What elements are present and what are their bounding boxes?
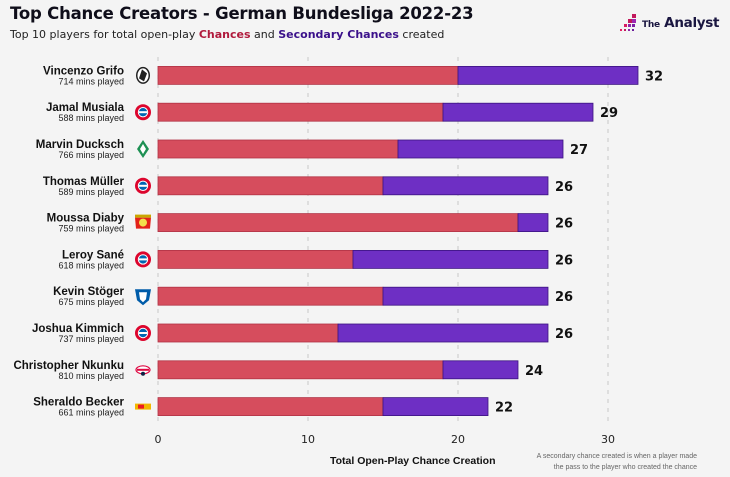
player-minutes: 661 mins played xyxy=(58,408,124,418)
bar-total-label: 27 xyxy=(570,143,588,158)
bar-chances xyxy=(157,102,444,122)
bar-secondary-chances xyxy=(517,213,549,233)
leverkusen-crest-icon xyxy=(135,214,151,229)
player-name: Sheraldo Becker xyxy=(33,397,124,409)
footnote-line-1: A secondary chance created is when a pla… xyxy=(536,453,697,460)
bar-chances xyxy=(157,397,384,417)
bayern-crest-icon xyxy=(135,104,151,121)
bremen-crest-icon xyxy=(137,140,149,158)
player-name: Moussa Diaby xyxy=(47,213,125,225)
brand-logo: The Analyst xyxy=(620,14,719,32)
bar-secondary-chances xyxy=(352,249,549,269)
bar-secondary-chances xyxy=(382,397,489,417)
player-name: Christopher Nkunku xyxy=(13,360,124,372)
bayern-crest-icon xyxy=(135,325,151,341)
bar-chances xyxy=(157,323,339,343)
chart-title: Top Chance Creators - German Bundesliga … xyxy=(10,4,474,23)
player-name: Joshua Kimmich xyxy=(32,323,124,335)
player-name: Leroy Sané xyxy=(62,249,124,261)
player-minutes: 589 mins played xyxy=(58,187,124,197)
footnote-line-2: the pass to the player who created the c… xyxy=(553,464,697,471)
bar-total-label: 26 xyxy=(555,180,573,195)
bochum-crest-icon xyxy=(135,289,151,306)
player-minutes: 714 mins played xyxy=(58,76,124,86)
player-name: Kevin Stöger xyxy=(53,286,124,298)
bar-secondary-chances xyxy=(397,139,564,159)
bar-chances xyxy=(157,286,384,306)
legend-chances: Chances xyxy=(198,28,251,41)
player-minutes: 737 mins played xyxy=(58,334,124,344)
x-axis-label: Total Open-Play Chance Creation xyxy=(330,455,496,467)
bayern-crest-icon xyxy=(135,251,151,268)
bar-chances xyxy=(157,176,384,196)
x-tick-label: 20 xyxy=(451,433,465,446)
bar-secondary-chances xyxy=(382,176,549,196)
bar-secondary-chances xyxy=(457,66,639,85)
player-minutes: 766 mins played xyxy=(58,150,124,160)
bar-total-label: 22 xyxy=(495,401,513,416)
bar-chances xyxy=(157,360,444,380)
x-tick-label: 30 xyxy=(601,433,615,446)
player-name: Jamal Musiala xyxy=(46,102,125,114)
bar-total-label: 26 xyxy=(555,290,573,305)
subtitle-mid: and xyxy=(250,28,279,41)
bars: 32 29 27 26 26 26 26 26 24 22 xyxy=(157,66,663,417)
player-name: Thomas Müller xyxy=(43,176,125,188)
bar-total-label: 32 xyxy=(645,69,663,84)
pixel-stairs-logo-icon xyxy=(620,14,636,31)
leipzig-crest-icon xyxy=(135,365,151,376)
bar-secondary-chances xyxy=(337,323,549,343)
player-name: Marvin Ducksch xyxy=(36,139,124,151)
bar-secondary-chances xyxy=(382,286,549,306)
subtitle-prefix: Top 10 players for total open-play xyxy=(10,28,199,41)
x-axis-ticks: 0 10 20 30 xyxy=(155,433,616,446)
bar-chances xyxy=(157,249,354,269)
player-minutes: 810 mins played xyxy=(58,371,124,381)
union-berlin-crest-icon xyxy=(135,403,151,410)
x-tick-label: 10 xyxy=(301,433,315,446)
footnote: A secondary chance created is when a pla… xyxy=(537,451,697,473)
brand-the: The xyxy=(642,20,660,30)
bar-total-label: 26 xyxy=(555,217,573,232)
bar-total-label: 26 xyxy=(555,253,573,268)
bar-chances xyxy=(157,139,399,159)
player-name: Vincenzo Grifo xyxy=(43,65,124,77)
x-tick-label: 0 xyxy=(155,433,162,446)
bar-secondary-chances xyxy=(442,102,594,122)
bar-chances xyxy=(157,66,459,85)
bar-total-label: 26 xyxy=(555,327,573,342)
bar-secondary-chances xyxy=(442,360,519,380)
bar-chances xyxy=(157,213,519,233)
player-minutes: 675 mins played xyxy=(58,297,124,307)
bar-total-label: 24 xyxy=(525,364,543,379)
bar-total-label: 29 xyxy=(600,106,618,121)
legend-secondary-chances: Secondary Chances xyxy=(278,28,399,41)
chart-subtitle: Top 10 players for total open-play Chanc… xyxy=(10,28,444,41)
player-minutes: 618 mins played xyxy=(58,260,124,270)
brand-name: Analyst xyxy=(664,15,720,31)
freiburg-crest-icon xyxy=(136,66,150,84)
bayern-crest-icon xyxy=(135,177,151,194)
player-minutes: 759 mins played xyxy=(58,224,124,234)
player-minutes: 588 mins played xyxy=(58,113,124,123)
subtitle-suffix: created xyxy=(398,28,445,41)
